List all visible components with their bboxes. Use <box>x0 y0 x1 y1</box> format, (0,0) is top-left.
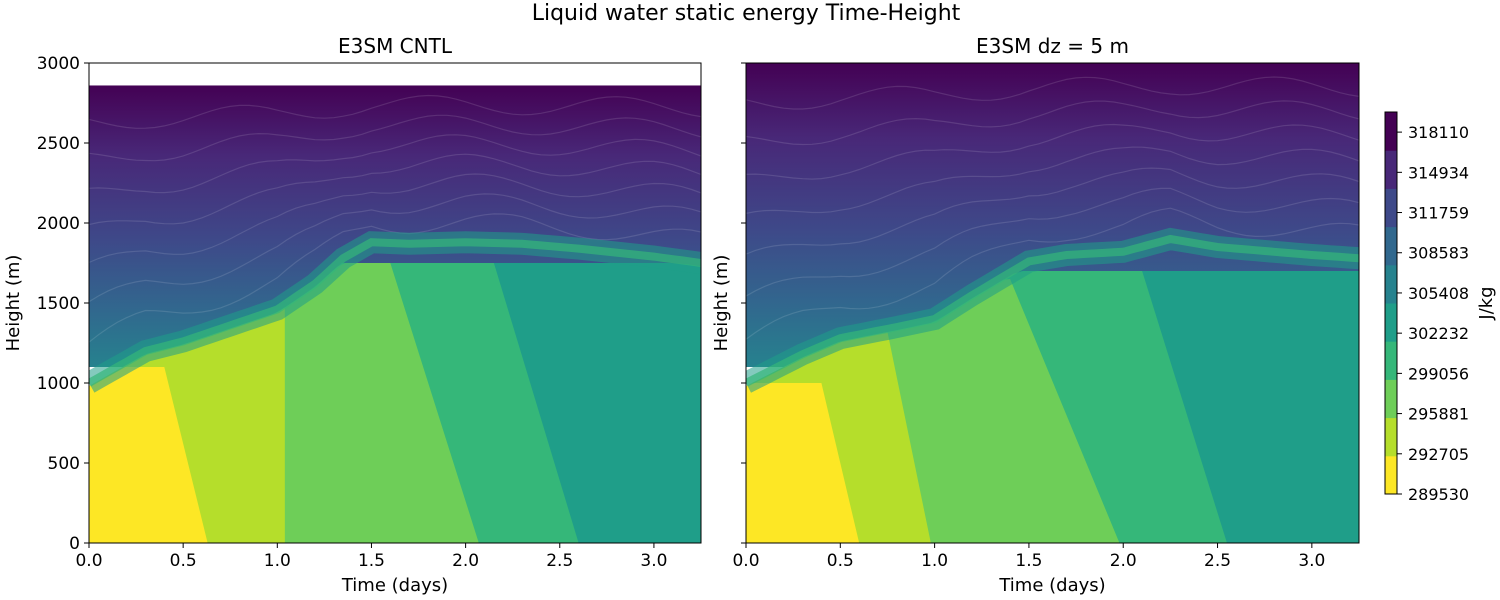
contour-line <box>89 193 701 303</box>
colorbar-tick-label: 308583 <box>1408 244 1469 263</box>
y-tick-label: 0 <box>69 534 80 554</box>
y-axis-label: Height (m) <box>711 255 732 352</box>
y-tick-label: 2000 <box>37 214 80 234</box>
contour-line <box>89 114 701 162</box>
colorbar-segment <box>1385 379 1397 419</box>
colorbar-tick-label: 305408 <box>1408 284 1469 303</box>
colorbar-frame <box>1384 111 1398 495</box>
contour-line <box>746 146 1359 214</box>
y-tick-label: 3000 <box>37 54 80 74</box>
x-axis-label: Time (days) <box>998 575 1105 596</box>
contour-zone <box>89 367 208 543</box>
x-tick-label: 2.0 <box>452 551 479 571</box>
x-tick-label: 1.0 <box>921 551 948 571</box>
panel-title-cntl: E3SM CNTL <box>338 34 452 58</box>
contour-line <box>746 187 1359 297</box>
contour-field <box>89 85 701 543</box>
colorbar-segment <box>1385 150 1397 189</box>
inversion-core <box>89 238 701 387</box>
colorbar-segment <box>1385 455 1397 495</box>
x-tick-label: 2.5 <box>546 551 573 571</box>
contour-line <box>89 134 701 194</box>
figure-title: Liquid water static energy Time-Height <box>531 1 961 26</box>
contour-line <box>89 94 701 129</box>
contour-panel-1: 0.0 0.5 1.0 1.5 2.0 2.5 3.0 Time (days) Height (… <box>711 62 1360 596</box>
colorbar-segment <box>1385 112 1397 151</box>
colorbar-label: J/kg <box>1476 286 1497 320</box>
contour-panel-0: 0.0 0.5 1.0 1.5 2.0 2.5 3.0 0 500 1000 1500 2000 250… <box>3 54 702 596</box>
x-tick-label: 0.5 <box>827 551 854 571</box>
x-tick-label: 1.5 <box>358 551 385 571</box>
colorbar-segment <box>1385 226 1397 266</box>
y-axis-label: Height (m) <box>3 255 24 352</box>
colorbar-tick-label: 299056 <box>1408 364 1469 383</box>
contour-line <box>746 123 1359 180</box>
y-tick-label: 2500 <box>37 134 80 154</box>
colorbar-segment <box>1385 341 1397 380</box>
contour-line <box>746 207 1359 340</box>
colorbar-segment <box>1385 264 1397 304</box>
y-tick-label: 1500 <box>37 294 80 314</box>
contour-zone <box>746 383 860 543</box>
colorbar-tick-label: 318110 <box>1408 123 1469 142</box>
y-tick-label: 1000 <box>37 374 80 394</box>
x-tick-label: 0.0 <box>75 551 102 571</box>
x-tick-label: 1.0 <box>264 551 291 571</box>
colorbar-tick-label: 295881 <box>1408 405 1469 424</box>
colorbar-tick-label: 292705 <box>1408 445 1469 464</box>
contour-field <box>746 63 1359 543</box>
contour-line <box>89 173 701 264</box>
x-tick-label: 0.5 <box>170 551 197 571</box>
colorbar-tick-label: 314934 <box>1408 163 1469 182</box>
y-tick-label: 500 <box>48 454 80 474</box>
colorbar-segment <box>1385 417 1397 457</box>
x-tick-label: 2.5 <box>1204 551 1231 571</box>
contour-line <box>746 167 1359 255</box>
colorbar: 289530 292705 295881 299056 302232 305408 3085… <box>1384 111 1497 504</box>
colorbar-segment <box>1385 303 1397 342</box>
x-tick-label: 0.0 <box>732 551 759 571</box>
colorbar-tick-label: 311759 <box>1408 204 1469 223</box>
x-tick-label: 3.0 <box>640 551 667 571</box>
panel-title-dz5: E3SM dz = 5 m <box>976 34 1129 58</box>
x-tick-label: 1.5 <box>1015 551 1042 571</box>
contour-line <box>746 100 1359 146</box>
inversion-core <box>746 234 1359 387</box>
x-tick-label: 2.0 <box>1110 551 1137 571</box>
colorbar-segment <box>1385 188 1397 228</box>
contour-line <box>89 153 701 226</box>
contour-line <box>746 76 1359 110</box>
colorbar-tick-label: 289530 <box>1408 485 1469 504</box>
colorbar-tick-label: 302232 <box>1408 324 1469 343</box>
x-tick-label: 3.0 <box>1298 551 1325 571</box>
x-axis-label: Time (days) <box>341 575 448 596</box>
